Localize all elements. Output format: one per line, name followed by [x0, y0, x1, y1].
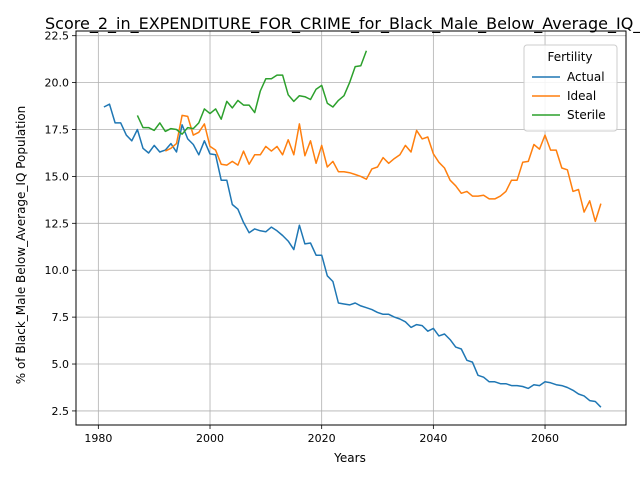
chart-title: Score_2_in_EXPENDITURE_FOR_CRIME_for_Bla…: [45, 14, 640, 34]
plot-frame: [75, 30, 627, 426]
series-line-ideal: [164, 114, 602, 223]
x-axis-ticks: 1980 2000 2020 2040 2060: [84, 425, 559, 445]
series-group: [103, 50, 602, 408]
y-tick-label: 12.5: [45, 217, 70, 230]
y-tick-label: 17.5: [45, 124, 70, 137]
legend-title: Fertility: [547, 50, 592, 64]
y-tick-label: 10.0: [45, 264, 70, 277]
legend-label-ideal: Ideal: [567, 89, 596, 103]
legend-label-sterile: Sterile: [567, 108, 606, 122]
y-tick-label: 7.5: [52, 311, 70, 324]
y-tick-label: 2.5: [52, 405, 70, 418]
grid: [76, 31, 626, 425]
x-tick-label: 1980: [84, 432, 112, 445]
x-tick-label: 2040: [419, 432, 447, 445]
series-line-sterile: [136, 50, 368, 135]
x-tick-label: 2060: [531, 432, 559, 445]
legend: Fertility Actual Ideal Sterile: [523, 44, 618, 132]
y-tick-label: 5.0: [52, 358, 70, 371]
series-line-actual: [103, 103, 602, 408]
y-axis-label: % of Black_Male Below_Average_IQ Populat…: [14, 106, 28, 385]
y-tick-label: 22.5: [45, 30, 70, 43]
y-tick-label: 15.0: [45, 170, 70, 183]
x-axis-label: Years: [333, 451, 366, 465]
legend-entries: Actual Ideal Sterile: [532, 70, 606, 122]
x-tick-label: 2000: [196, 432, 224, 445]
x-tick-label: 2020: [308, 432, 336, 445]
legend-box: [523, 44, 618, 132]
y-tick-label: 20.0: [45, 77, 70, 90]
y-axis-ticks: 2.5 5.0 7.5 10.0 12.5 15.0 17.5 20.0 22.5: [45, 30, 76, 418]
legend-label-actual: Actual: [567, 70, 605, 84]
